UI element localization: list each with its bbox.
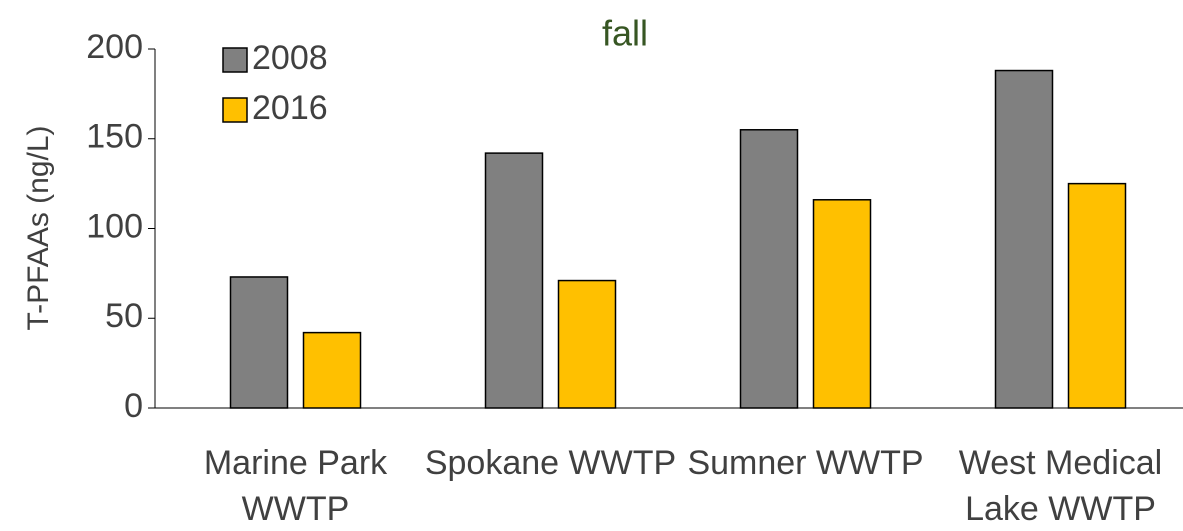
- x-tick-label: West Medical Lake WWTP: [958, 444, 1163, 528]
- y-tick-label: 0: [124, 387, 143, 425]
- y-axis-label: T-PFAAs (ng/L): [22, 125, 55, 330]
- legend-swatch: [222, 47, 248, 73]
- x-tick-label: Marine Park WWTP: [203, 444, 388, 528]
- x-tick-label: Sumner WWTP: [687, 444, 924, 482]
- bar: [994, 69, 1054, 409]
- y-tick-label: 200: [86, 28, 143, 66]
- bar: [229, 276, 289, 409]
- y-tick-label: 100: [86, 207, 143, 245]
- legend-label: 2016: [252, 89, 328, 127]
- x-tick-label: Spokane WWTP: [424, 444, 677, 482]
- bar: [739, 129, 799, 409]
- y-tick-label: 50: [105, 297, 143, 335]
- bar: [812, 199, 872, 409]
- bar: [1067, 182, 1127, 409]
- bar: [302, 331, 362, 409]
- y-tick-label: 150: [86, 118, 143, 156]
- chart-title: fall: [602, 13, 648, 54]
- legend-label: 2008: [252, 39, 328, 77]
- bar: [484, 152, 544, 409]
- bar: [557, 279, 617, 409]
- legend-swatch: [222, 97, 248, 123]
